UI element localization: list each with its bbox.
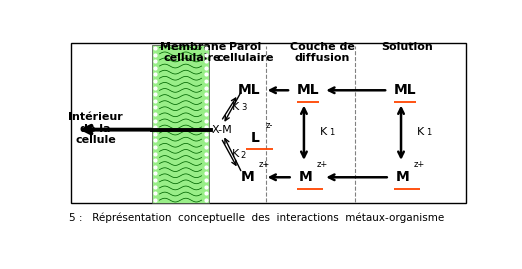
- Text: K: K: [417, 127, 424, 137]
- Text: z-: z-: [266, 121, 273, 130]
- Bar: [72, 43, 466, 203]
- Text: K: K: [232, 150, 239, 160]
- Text: 2: 2: [241, 151, 246, 160]
- Text: ML: ML: [238, 83, 260, 97]
- Text: Paroi
cellulaire: Paroi cellulaire: [217, 42, 274, 63]
- Text: M: M: [299, 170, 313, 184]
- Text: Membrane
cellulaire: Membrane cellulaire: [160, 42, 226, 63]
- Text: K: K: [320, 127, 327, 137]
- Text: 1: 1: [329, 128, 334, 137]
- Text: 5 :   Réprésentation  conceptuelle  des  interactions  métaux-organisme: 5 : Réprésentation conceptuelle des inte…: [69, 213, 445, 223]
- Text: M: M: [241, 170, 254, 184]
- Text: z+: z+: [317, 160, 328, 169]
- Text: L: L: [251, 131, 260, 145]
- Text: 1: 1: [426, 128, 431, 137]
- Text: Intérieur
de la
cellule: Intérieur de la cellule: [68, 112, 123, 145]
- Text: Couche de
diffusion: Couche de diffusion: [290, 42, 354, 63]
- Text: K: K: [232, 102, 239, 112]
- Text: z+: z+: [258, 160, 269, 169]
- Text: z+: z+: [414, 160, 425, 169]
- Bar: [152, 45, 209, 203]
- Text: ML: ML: [394, 83, 417, 97]
- Text: ML: ML: [296, 83, 319, 97]
- Text: 3: 3: [241, 103, 246, 112]
- Text: Solution: Solution: [381, 42, 433, 52]
- Text: X-M: X-M: [212, 125, 232, 134]
- Text: M: M: [396, 170, 410, 184]
